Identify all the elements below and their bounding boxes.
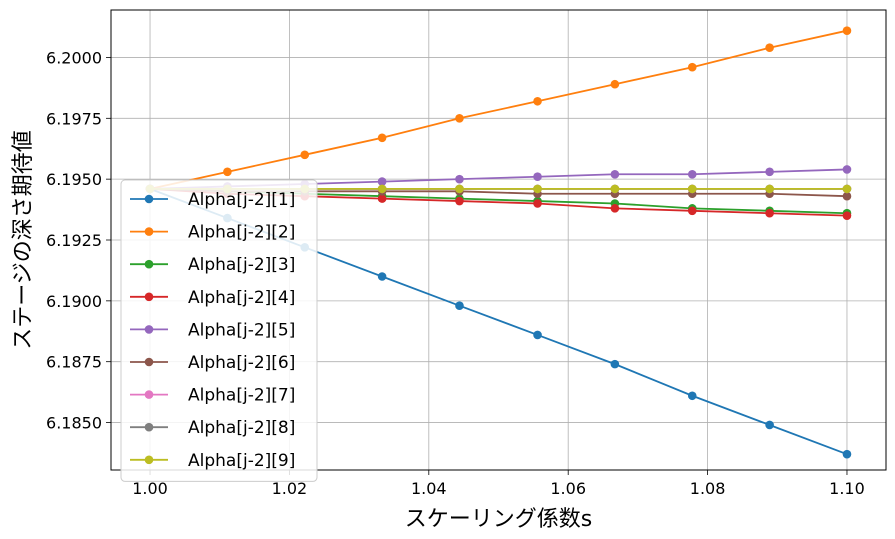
x-tick-label: 1.04 <box>411 479 447 498</box>
data-point <box>610 204 620 213</box>
data-point <box>455 114 464 123</box>
legend-item: Alpha[j-2][7] <box>130 386 295 406</box>
data-point <box>765 184 774 194</box>
data-point <box>687 169 697 179</box>
legend-label: Alpha[j-2][4] <box>188 288 295 308</box>
legend-item: Alpha[j-2][4] <box>130 288 295 308</box>
data-point <box>377 133 387 143</box>
data-point <box>687 391 697 401</box>
legend-label: Alpha[j-2][2] <box>188 223 295 243</box>
legend-marker <box>144 259 154 269</box>
legend-label: Alpha[j-2][3] <box>188 255 295 275</box>
data-point <box>377 184 387 194</box>
data-point <box>455 174 464 184</box>
legend-item: Alpha[j-2][3] <box>130 255 295 275</box>
data-point <box>610 184 620 194</box>
legend-item: Alpha[j-2][5] <box>130 320 295 340</box>
x-tick-label: 1.06 <box>550 479 586 498</box>
data-point <box>765 167 774 177</box>
y-tick-label: 6.2000 <box>46 48 102 67</box>
legend-marker <box>144 357 154 367</box>
data-point <box>533 96 542 106</box>
data-point <box>842 26 852 35</box>
data-point <box>687 62 697 72</box>
data-point <box>842 211 852 220</box>
legend-marker <box>144 455 154 465</box>
data-point <box>377 272 387 281</box>
legend-item: Alpha[j-2][1] <box>130 190 295 210</box>
legend-label: Alpha[j-2][8] <box>188 418 295 438</box>
data-point <box>377 177 387 186</box>
legend-marker <box>144 325 154 334</box>
data-point <box>610 169 620 179</box>
data-point <box>455 196 464 206</box>
series-line <box>149 29 848 190</box>
legend-box <box>120 179 318 482</box>
y-tick-label: 6.1850 <box>46 414 102 433</box>
y-tick-label: 6.1900 <box>46 292 102 311</box>
data-point <box>455 301 464 311</box>
data-point <box>842 184 852 194</box>
data-point <box>610 79 620 89</box>
legend-item: Alpha[j-2][2] <box>130 223 295 243</box>
y-tick-label: 6.1975 <box>46 109 102 128</box>
data-point <box>223 167 232 177</box>
legend-marker <box>144 422 154 432</box>
data-point <box>765 43 774 53</box>
x-tick-label: 1.00 <box>132 479 168 498</box>
y-tick-label: 6.1950 <box>46 170 102 189</box>
x-tick-label: 1.10 <box>829 479 865 498</box>
x-axis-label: スケーリング係数s <box>405 507 592 532</box>
data-point <box>687 184 697 194</box>
data-point <box>533 184 542 194</box>
data-point <box>765 208 774 218</box>
data-point <box>533 199 542 208</box>
legend-label: Alpha[j-2][7] <box>188 386 295 406</box>
legend-label: Alpha[j-2][6] <box>188 353 295 373</box>
data-point <box>533 330 542 340</box>
legend-item: Alpha[j-2][8] <box>130 418 295 438</box>
axis-ticks: 1.00 1.02 1.04 1.06 1.08 1.10 6.1850 6.1875 6.19… <box>46 48 865 498</box>
legend-marker <box>144 292 154 302</box>
series-2 <box>145 26 852 194</box>
y-tick-label: 6.1875 <box>46 353 102 372</box>
data-point <box>455 184 464 194</box>
data-point <box>300 150 310 160</box>
legend-label: Alpha[j-2][5] <box>188 320 295 340</box>
legend: Alpha[j-2][1] Alpha[j-2][2] Alpha[j-2][3] A… <box>120 179 318 482</box>
data-point <box>842 165 852 174</box>
legend-marker <box>144 194 154 204</box>
data-point <box>533 172 542 182</box>
data-point <box>610 359 620 369</box>
data-point <box>765 420 774 430</box>
x-tick-label: 1.02 <box>272 479 308 498</box>
x-tick-label: 1.08 <box>690 479 726 498</box>
data-point <box>687 206 697 216</box>
y-axis-label: ステージの深さ期待値 <box>11 130 36 350</box>
legend-label: Alpha[j-2][9] <box>188 451 295 471</box>
legend-item: Alpha[j-2][6] <box>130 353 295 373</box>
legend-marker <box>144 390 154 399</box>
legend-marker <box>144 227 154 236</box>
grid-lines <box>111 10 886 470</box>
data-point <box>842 191 852 201</box>
data-point <box>377 194 387 203</box>
y-tick-label: 6.1925 <box>46 231 102 250</box>
legend-item: Alpha[j-2][9] <box>130 451 295 471</box>
data-point <box>842 449 852 459</box>
legend-label: Alpha[j-2][1] <box>188 190 295 210</box>
